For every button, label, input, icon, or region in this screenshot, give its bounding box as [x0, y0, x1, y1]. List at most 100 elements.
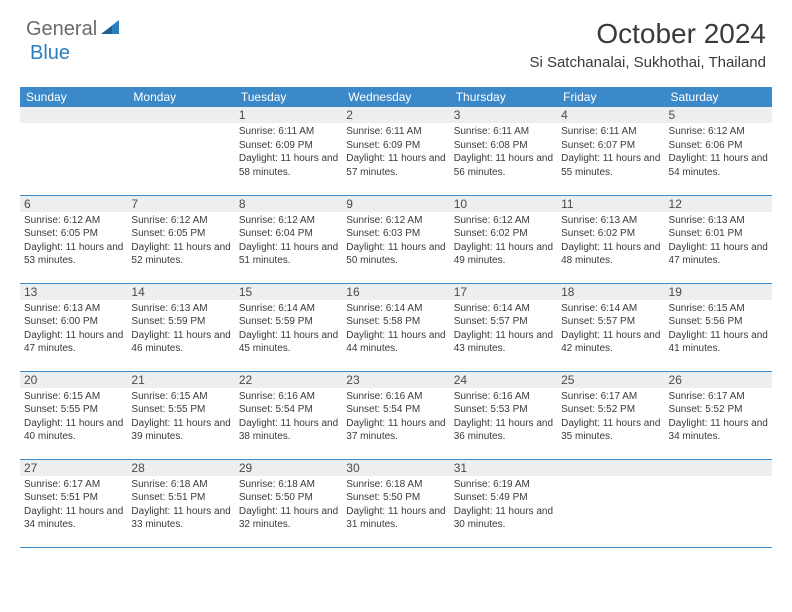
- daylight-text: Daylight: 11 hours and 58 minutes.: [239, 152, 338, 179]
- sunrise-text: Sunrise: 6:12 AM: [239, 214, 338, 228]
- sunrise-text: Sunrise: 6:13 AM: [561, 214, 660, 228]
- day-number: [557, 460, 664, 476]
- col-saturday: Saturday: [665, 87, 772, 107]
- daylight-text: Daylight: 11 hours and 44 minutes.: [346, 329, 445, 356]
- day-number: [665, 460, 772, 476]
- sunset-text: Sunset: 5:55 PM: [131, 403, 230, 417]
- day-details: Sunrise: 6:11 AMSunset: 6:07 PMDaylight:…: [561, 125, 660, 179]
- day-details: Sunrise: 6:12 AMSunset: 6:06 PMDaylight:…: [669, 125, 768, 179]
- day-details: Sunrise: 6:13 AMSunset: 6:01 PMDaylight:…: [669, 214, 768, 268]
- calendar-day-cell: 6Sunrise: 6:12 AMSunset: 6:05 PMDaylight…: [20, 195, 127, 283]
- calendar-day-cell: 15 Sunrise: 6:14 AMSunset: 5:59 PMDayligh…: [235, 283, 342, 371]
- daylight-text: Daylight: 11 hours and 46 minutes.: [131, 329, 230, 356]
- day-details: Sunrise: 6:17 AMSunset: 5:52 PMDaylight:…: [669, 390, 768, 444]
- day-details: Sunrise: 6:12 AMSunset: 6:05 PMDaylight:…: [131, 214, 230, 268]
- day-number: 25: [557, 372, 664, 388]
- day-details: Sunrise: 6:12 AMSunset: 6:04 PMDaylight:…: [239, 214, 338, 268]
- day-details: Sunrise: 6:11 AMSunset: 6:08 PMDaylight:…: [454, 125, 553, 179]
- logo-text-general: General: [26, 18, 97, 41]
- header: General October 2024 Si Satchanalai, Suk…: [0, 0, 792, 79]
- sunrise-text: Sunrise: 6:13 AM: [669, 214, 768, 228]
- day-number: 29: [235, 460, 342, 476]
- calendar-day-cell: 3Sunrise: 6:11 AMSunset: 6:08 PMDaylight…: [450, 107, 557, 195]
- daylight-text: Daylight: 11 hours and 34 minutes.: [24, 505, 123, 532]
- daylight-text: Daylight: 11 hours and 31 minutes.: [346, 505, 445, 532]
- day-details: Sunrise: 6:16 AMSunset: 5:53 PMDaylight:…: [454, 390, 553, 444]
- day-details: Sunrise: 6:16 AMSunset: 5:54 PMDaylight:…: [346, 390, 445, 444]
- calendar-day-cell: 25Sunrise: 6:17 AMSunset: 5:52 PMDayligh…: [557, 371, 664, 459]
- sunset-text: Sunset: 6:00 PM: [24, 315, 123, 329]
- day-details: Sunrise: 6:15 AMSunset: 5:55 PMDaylight:…: [24, 390, 123, 444]
- sunset-text: Sunset: 5:55 PM: [24, 403, 123, 417]
- title-block: October 2024 Si Satchanalai, Sukhothai, …: [529, 18, 766, 71]
- sunrise-text: Sunrise: 6:17 AM: [669, 390, 768, 404]
- sunrise-text: Sunrise: 6:14 AM: [561, 302, 660, 316]
- col-thursday: Thursday: [450, 87, 557, 107]
- sunset-text: Sunset: 5:54 PM: [346, 403, 445, 417]
- sunset-text: Sunset: 6:09 PM: [239, 139, 338, 153]
- sunrise-text: Sunrise: 6:11 AM: [561, 125, 660, 139]
- sunrise-text: Sunrise: 6:12 AM: [24, 214, 123, 228]
- day-number: 30: [342, 460, 449, 476]
- daylight-text: Daylight: 11 hours and 45 minutes.: [239, 329, 338, 356]
- daylight-text: Daylight: 11 hours and 53 minutes.: [24, 241, 123, 268]
- calendar-day-cell: 30 Sunrise: 6:18 AMSunset: 5:50 PMDayligh…: [342, 459, 449, 547]
- daylight-text: Daylight: 11 hours and 47 minutes.: [24, 329, 123, 356]
- sunrise-text: Sunrise: 6:19 AM: [454, 478, 553, 492]
- sunrise-text: Sunrise: 6:11 AM: [454, 125, 553, 139]
- month-title: October 2024: [529, 18, 766, 50]
- calendar-day-cell: 16Sunrise: 6:14 AMSunset: 5:58 PMDayligh…: [342, 283, 449, 371]
- sunset-text: Sunset: 5:50 PM: [346, 491, 445, 505]
- calendar-day-cell: 29 Sunrise: 6:18 AMSunset: 5:50 PMDayligh…: [235, 459, 342, 547]
- day-details: Sunrise: 6:18 AMSunset: 5:50 PMDaylight:…: [239, 478, 338, 532]
- day-details: Sunrise: 6:19 AMSunset: 5:49 PMDaylight:…: [454, 478, 553, 532]
- day-details: Sunrise: 6:11 AMSunset: 6:09 PMDaylight:…: [239, 125, 338, 179]
- sunset-text: Sunset: 6:08 PM: [454, 139, 553, 153]
- weekday-header-row: Sunday Monday Tuesday Wednesday Thursday…: [20, 87, 772, 107]
- col-friday: Friday: [557, 87, 664, 107]
- calendar-day-cell: [20, 107, 127, 195]
- sunset-text: Sunset: 5:59 PM: [131, 315, 230, 329]
- day-details: Sunrise: 6:12 AMSunset: 6:03 PMDaylight:…: [346, 214, 445, 268]
- calendar-day-cell: 1Sunrise: 6:11 AMSunset: 6:09 PMDaylight…: [235, 107, 342, 195]
- calendar-table: Sunday Monday Tuesday Wednesday Thursday…: [20, 87, 772, 548]
- calendar-week-row: 27Sunrise: 6:17 AMSunset: 5:51 PMDayligh…: [20, 459, 772, 547]
- day-details: Sunrise: 6:13 AMSunset: 5:59 PMDaylight:…: [131, 302, 230, 356]
- sunrise-text: Sunrise: 6:14 AM: [239, 302, 338, 316]
- sunrise-text: Sunrise: 6:11 AM: [239, 125, 338, 139]
- calendar-week-row: 13Sunrise: 6:13 AMSunset: 6:00 PMDayligh…: [20, 283, 772, 371]
- calendar-day-cell: 17Sunrise: 6:14 AMSunset: 5:57 PMDayligh…: [450, 283, 557, 371]
- daylight-text: Daylight: 11 hours and 37 minutes.: [346, 417, 445, 444]
- col-sunday: Sunday: [20, 87, 127, 107]
- daylight-text: Daylight: 11 hours and 48 minutes.: [561, 241, 660, 268]
- daylight-text: Daylight: 11 hours and 41 minutes.: [669, 329, 768, 356]
- logo-triangle-icon: [101, 20, 119, 39]
- sunset-text: Sunset: 5:56 PM: [669, 315, 768, 329]
- day-number: 26: [665, 372, 772, 388]
- sunset-text: Sunset: 5:59 PM: [239, 315, 338, 329]
- daylight-text: Daylight: 11 hours and 42 minutes.: [561, 329, 660, 356]
- calendar-day-cell: 9Sunrise: 6:12 AMSunset: 6:03 PMDaylight…: [342, 195, 449, 283]
- daylight-text: Daylight: 11 hours and 47 minutes.: [669, 241, 768, 268]
- daylight-text: Daylight: 11 hours and 39 minutes.: [131, 417, 230, 444]
- day-number: 28: [127, 460, 234, 476]
- day-details: Sunrise: 6:13 AMSunset: 6:02 PMDaylight:…: [561, 214, 660, 268]
- day-details: Sunrise: 6:17 AMSunset: 5:51 PMDaylight:…: [24, 478, 123, 532]
- sunset-text: Sunset: 5:51 PM: [131, 491, 230, 505]
- daylight-text: Daylight: 11 hours and 32 minutes.: [239, 505, 338, 532]
- day-number: 15: [235, 284, 342, 300]
- sunset-text: Sunset: 6:04 PM: [239, 227, 338, 241]
- daylight-text: Daylight: 11 hours and 54 minutes.: [669, 152, 768, 179]
- daylight-text: Daylight: 11 hours and 51 minutes.: [239, 241, 338, 268]
- sunrise-text: Sunrise: 6:18 AM: [346, 478, 445, 492]
- day-details: Sunrise: 6:14 AMSunset: 5:59 PMDaylight:…: [239, 302, 338, 356]
- day-details: Sunrise: 6:18 AMSunset: 5:50 PMDaylight:…: [346, 478, 445, 532]
- daylight-text: Daylight: 11 hours and 43 minutes.: [454, 329, 553, 356]
- calendar-day-cell: 26 Sunrise: 6:17 AMSunset: 5:52 PMDayligh…: [665, 371, 772, 459]
- day-details: Sunrise: 6:13 AMSunset: 6:00 PMDaylight:…: [24, 302, 123, 356]
- sunrise-text: Sunrise: 6:15 AM: [24, 390, 123, 404]
- day-number: 18: [557, 284, 664, 300]
- day-details: Sunrise: 6:15 AMSunset: 5:55 PMDaylight:…: [131, 390, 230, 444]
- day-number: 4: [557, 107, 664, 123]
- sunrise-text: Sunrise: 6:12 AM: [669, 125, 768, 139]
